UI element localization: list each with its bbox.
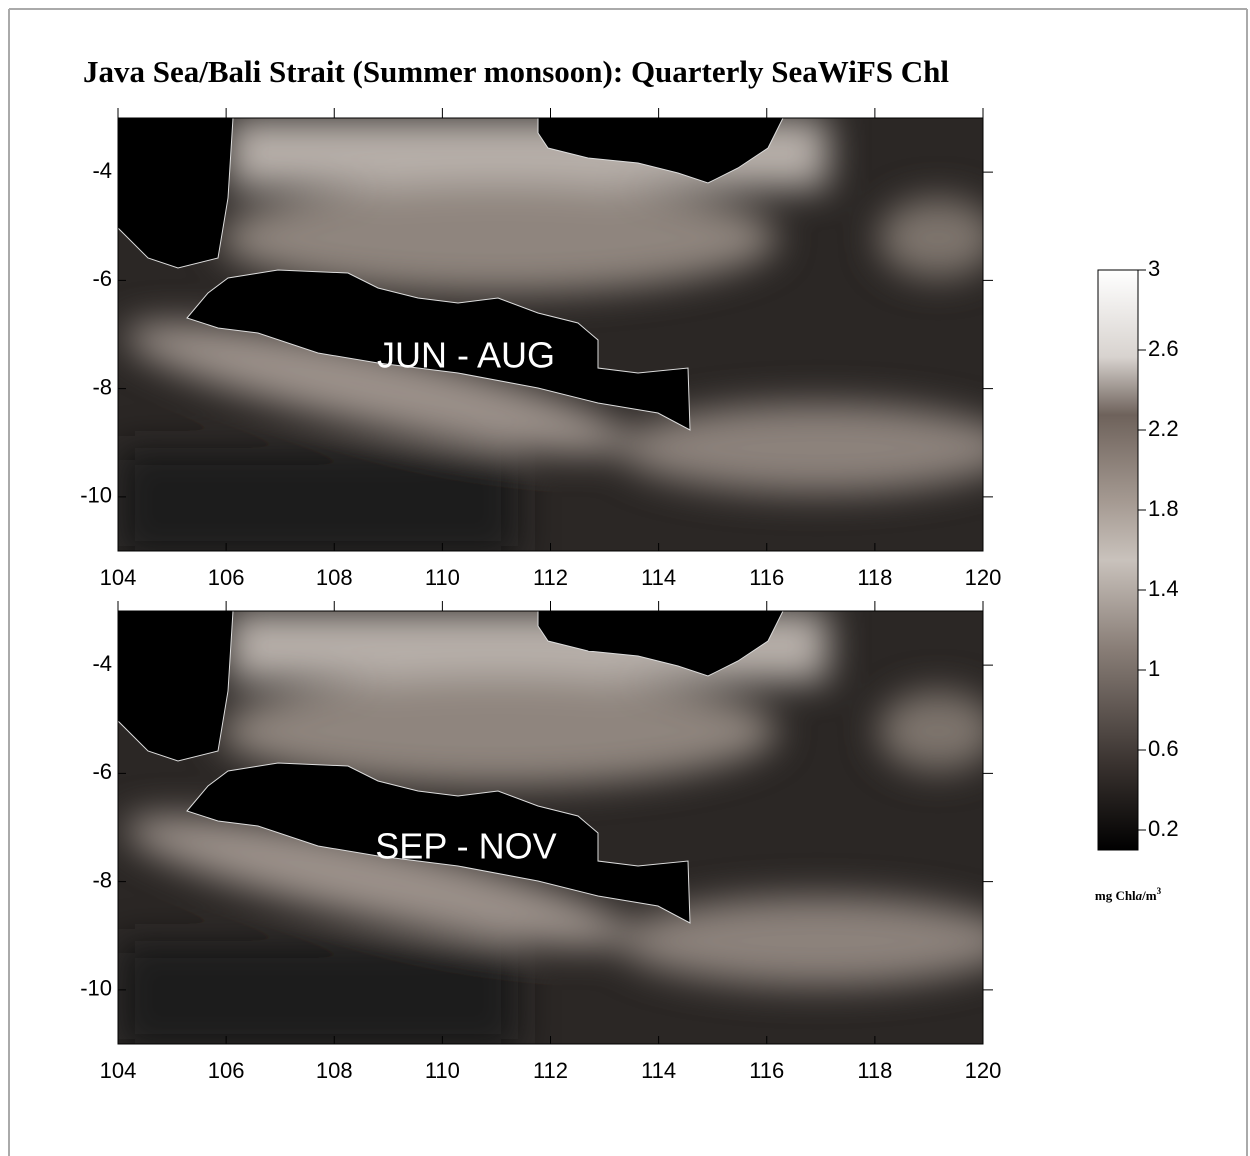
y-tick-label: -10 bbox=[80, 976, 112, 1001]
y-tick-label: -10 bbox=[80, 483, 112, 508]
colorbar-tick-label: 0.6 bbox=[1148, 736, 1179, 761]
x-tick-label: 110 bbox=[425, 565, 460, 590]
y-tick-label: -8 bbox=[92, 374, 112, 399]
map-image bbox=[116, 611, 1018, 1051]
x-tick-label: 118 bbox=[857, 565, 892, 590]
x-tick-label: 110 bbox=[425, 1058, 460, 1083]
x-tick-label: 116 bbox=[749, 1058, 784, 1083]
y-tick-label: -8 bbox=[92, 867, 112, 892]
unit-sup: 3 bbox=[1157, 886, 1162, 896]
x-tick-label: 118 bbox=[857, 1058, 892, 1083]
x-tick-label: 106 bbox=[208, 1058, 245, 1083]
x-tick-label: 112 bbox=[533, 565, 568, 590]
colorbar-tick-label: 1 bbox=[1148, 656, 1160, 681]
x-tick-label: 120 bbox=[965, 565, 1002, 590]
y-tick-label: -4 bbox=[92, 651, 112, 676]
x-tick-label: 114 bbox=[641, 1058, 676, 1083]
map-image bbox=[116, 118, 1018, 558]
x-tick-label: 104 bbox=[100, 1058, 137, 1083]
colorbar-unit: mg Chla/m3 bbox=[1095, 886, 1162, 903]
x-tick-label: 120 bbox=[965, 1058, 1002, 1083]
colorbar-tick-label: 0.2 bbox=[1148, 816, 1179, 841]
y-tick-label: -6 bbox=[92, 266, 112, 291]
chart-title: Java Sea/Bali Strait (Summer monsoon): Q… bbox=[83, 54, 949, 89]
figure: Java Sea/Bali Strait (Summer monsoon): Q… bbox=[0, 0, 1250, 1156]
x-tick-label: 108 bbox=[316, 565, 353, 590]
y-tick-label: -6 bbox=[92, 759, 112, 784]
x-tick-label: 112 bbox=[533, 1058, 568, 1083]
colorbar-tick-label: 1.4 bbox=[1148, 576, 1179, 601]
colorbar-tick-label: 2.2 bbox=[1148, 416, 1179, 441]
x-tick-label: 108 bbox=[316, 1058, 353, 1083]
x-tick-label: 104 bbox=[100, 565, 137, 590]
unit-suffix: /m bbox=[1141, 888, 1157, 903]
panel-label: JUN - AUG bbox=[377, 335, 555, 376]
x-tick-label: 114 bbox=[641, 565, 676, 590]
colorbar-tick-label: 2.6 bbox=[1148, 336, 1179, 361]
page: Java Sea/Bali Strait (Summer monsoon): Q… bbox=[0, 0, 1250, 1156]
unit-prefix: mg Chl bbox=[1095, 888, 1136, 903]
x-tick-label: 106 bbox=[208, 565, 245, 590]
colorbar bbox=[1098, 270, 1138, 850]
panel-label: SEP - NOV bbox=[375, 826, 556, 867]
x-tick-label: 116 bbox=[749, 565, 784, 590]
colorbar-tick-label: 1.8 bbox=[1148, 496, 1179, 521]
colorbar-tick-label: 3 bbox=[1148, 256, 1160, 281]
y-tick-label: -4 bbox=[92, 158, 112, 183]
